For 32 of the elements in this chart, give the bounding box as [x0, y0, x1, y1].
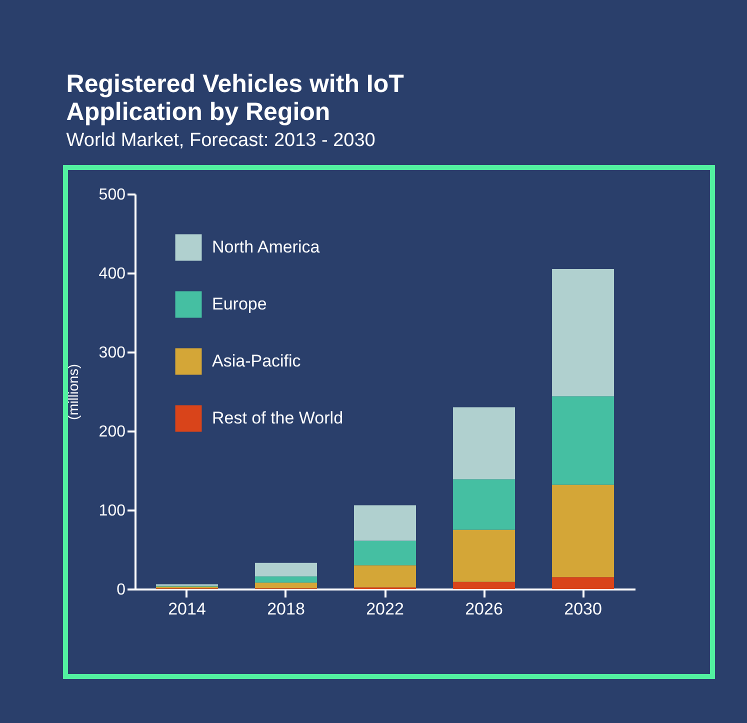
- legend-label: Europe: [212, 294, 267, 314]
- bar: [453, 530, 516, 582]
- bar: [453, 582, 516, 589]
- legend-label: Asia-Pacific: [212, 352, 302, 370]
- legend-label: North America: [212, 238, 320, 256]
- legend-label: Rest of the World: [212, 408, 344, 428]
- y-tick-label: 0: [116, 582, 126, 598]
- y-tick-label: 200: [98, 424, 126, 440]
- bar: [453, 407, 516, 480]
- y-axis-title: (millions): [64, 364, 81, 420]
- x-tick-label: 2026: [465, 600, 503, 618]
- x-tick-label: 2014: [168, 600, 206, 618]
- bar: [354, 540, 416, 566]
- x-tick-label: 2022: [366, 600, 404, 618]
- bar: [254, 582, 317, 588]
- bar: [552, 484, 614, 578]
- bar: [354, 565, 416, 588]
- bar: [453, 479, 516, 530]
- bar: [552, 577, 614, 589]
- bar: [254, 562, 317, 576]
- y-tick-label: 300: [98, 344, 126, 362]
- y-tick-label: 400: [98, 266, 126, 282]
- x-tick-label: 2018: [267, 600, 305, 618]
- chart-title: Registered Vehicles with IoT Application by Region: [66, 70, 404, 126]
- bar: [552, 269, 614, 396]
- bar: [552, 396, 614, 485]
- x-tick-label: 2030: [564, 600, 602, 618]
- bar: [354, 505, 416, 541]
- bar: [254, 576, 317, 583]
- y-tick-label: 500: [98, 186, 126, 204]
- chart-subtitle: World Market, Forecast: 2013 - 2030: [66, 130, 376, 151]
- y-tick-label: 100: [98, 502, 126, 520]
